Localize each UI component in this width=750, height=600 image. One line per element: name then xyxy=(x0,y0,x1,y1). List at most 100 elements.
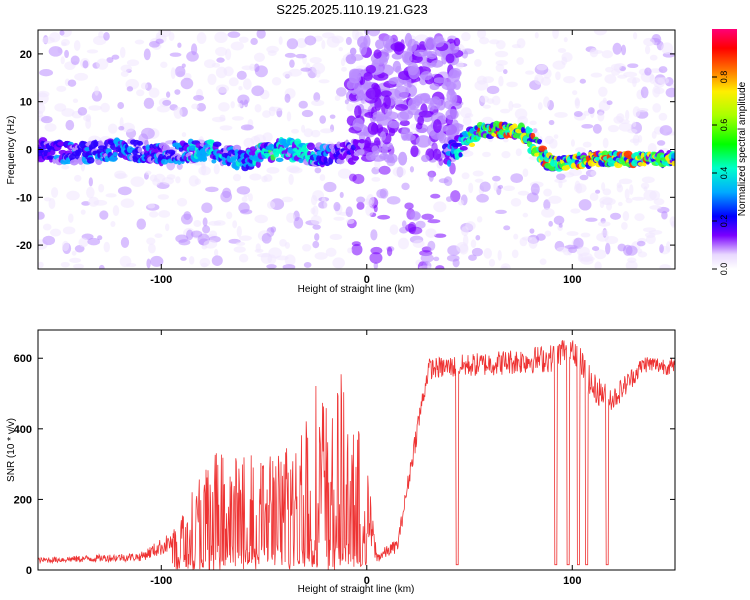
spectrogram-noise-blob xyxy=(471,247,483,257)
spectrogram-burst-blob xyxy=(445,124,460,138)
spectrogram-noise-blob xyxy=(176,162,183,170)
spectrogram-noise-blob xyxy=(81,201,91,206)
spectrogram-noise-blob xyxy=(222,187,232,199)
spectrogram-ridge-cell xyxy=(446,159,452,167)
spectrogram-burst-blob xyxy=(388,77,399,85)
spectrogram-noise-blob xyxy=(632,121,637,128)
spectrogram-noise-blob xyxy=(659,125,673,136)
spectrogram-noise-blob xyxy=(232,220,238,229)
spectrogram-ridge-cell xyxy=(200,155,208,162)
spectrogram-burst-blob xyxy=(445,108,459,121)
snr-panel: -100 0 100 0 200 400 600 Height of straight l… xyxy=(6,329,676,595)
spectrogram-burst-blob xyxy=(348,92,359,102)
spectrogram-noise-blob xyxy=(602,197,616,206)
spectrogram-noise-blob xyxy=(593,30,608,36)
spectrogram-y-tick-label: -10 xyxy=(16,192,32,204)
spectrogram-noise-blob xyxy=(492,175,501,182)
spectrogram-noise-blob xyxy=(51,187,59,198)
spectrogram-noise-blob xyxy=(166,91,171,98)
spectrogram-noise-blob xyxy=(647,143,657,154)
spectrogram-noise-blob xyxy=(143,48,151,61)
spectrogram-noise-blob xyxy=(401,220,407,228)
spectrogram-noise-blob xyxy=(478,37,490,45)
spectrogram-noise-blob xyxy=(438,158,444,166)
spectrogram-noise-blob xyxy=(553,134,559,139)
spectrogram-noise-blob xyxy=(78,237,89,248)
spectrogram-noise-blob xyxy=(164,223,170,232)
spectrogram-noise-blob xyxy=(300,67,311,72)
spectrogram-noise-blob xyxy=(263,174,273,182)
spectrogram-noise-blob xyxy=(501,265,509,269)
spectrogram-noise-blob xyxy=(86,49,99,54)
spectrogram-burst-blob xyxy=(429,96,442,110)
spectrogram-noise-blob xyxy=(150,255,164,267)
spectrogram-noise-blob xyxy=(602,188,612,196)
spectrogram-noise-blob xyxy=(412,239,425,248)
spectrogram-noise-blob xyxy=(580,232,591,238)
spectrogram-noise-blob xyxy=(117,101,125,110)
spectrogram-noise-blob xyxy=(67,79,77,87)
spectrogram-noise-blob xyxy=(296,38,308,49)
spectrogram-noise-blob xyxy=(218,102,230,112)
spectrogram-noise-blob xyxy=(148,41,160,48)
spectrogram-ridge-cell xyxy=(136,140,144,146)
spectrogram-noise-blob xyxy=(207,73,217,86)
spectrogram-y-tick-label: 0 xyxy=(26,145,32,157)
spectrogram-noise-blob xyxy=(627,63,639,69)
spectrogram-noise-blob xyxy=(162,99,172,106)
spectrogram-noise-blob xyxy=(214,249,219,257)
spectrogram-burst-blob xyxy=(430,59,444,68)
spectrogram-noise-blob xyxy=(148,243,156,254)
spectrogram-noise-blob xyxy=(621,221,628,230)
spectrogram-noise-blob xyxy=(62,226,76,235)
spectrogram-noise-blob xyxy=(295,53,307,59)
spectrogram-noise-blob xyxy=(602,137,609,149)
spectrogram-noise-blob xyxy=(262,110,271,118)
spectrogram-noise-blob xyxy=(563,75,576,84)
spectrogram-noise-blob xyxy=(409,166,415,173)
spectrogram-noise-blob xyxy=(532,127,538,134)
spectrogram-noise-blob xyxy=(97,235,103,241)
spectrogram-noise-blob xyxy=(43,197,52,202)
spectrogram-noise-blob xyxy=(579,174,589,181)
spectrogram-noise-blob xyxy=(543,188,552,197)
spectrogram-noise-blob xyxy=(313,92,321,102)
spectrogram-noise-blob xyxy=(88,177,93,187)
spectrogram-noise-blob xyxy=(100,102,110,113)
spectrogram-noise-blob xyxy=(321,40,326,50)
spectrogram-noise-blob xyxy=(617,201,623,207)
spectrogram-noise-blob xyxy=(92,35,107,46)
spectrogram-noise-blob xyxy=(625,197,633,204)
spectrogram-noise-blob xyxy=(476,193,489,203)
spectrogram-burst-blob xyxy=(433,77,447,84)
spectrogram-noise-blob xyxy=(334,95,341,102)
spectrogram-noise-blob xyxy=(174,89,181,95)
spectrogram-noise-blob xyxy=(519,237,528,247)
spectrogram-noise-blob xyxy=(42,235,56,246)
spectrogram-noise-blob xyxy=(236,186,251,195)
spectrogram-cloud xyxy=(38,30,675,269)
spectrogram-noise-blob xyxy=(652,103,662,113)
spectrogram-noise-blob xyxy=(169,52,182,57)
spectrogram-noise-blob xyxy=(289,59,295,68)
spectrogram-noise-blob xyxy=(146,258,151,269)
spectrogram-burst-blob xyxy=(363,34,371,49)
spectrogram-noise-blob xyxy=(632,134,640,146)
spectrogram-noise-blob xyxy=(61,108,75,117)
colorbar-label: Normalized spectral amplitude xyxy=(737,81,748,216)
spectrogram-noise-blob xyxy=(376,189,387,199)
spectrogram-noise-blob xyxy=(196,102,207,112)
spectrogram-noise-blob xyxy=(126,59,140,67)
spectrogram-ridge-cell xyxy=(211,159,217,164)
spectrogram-noise-blob xyxy=(196,32,207,44)
spectrogram-burst-blob xyxy=(388,127,396,137)
spectrogram-burst-blob xyxy=(345,54,357,65)
spectrogram-noise-blob xyxy=(335,87,347,97)
spectrogram-noise-blob xyxy=(121,122,135,133)
spectrogram-noise-blob xyxy=(88,105,102,111)
spectrogram-noise-blob xyxy=(148,87,160,98)
spectrogram-noise-blob xyxy=(488,258,496,267)
spectrogram-noise-blob xyxy=(433,201,447,213)
snr-series-line xyxy=(38,340,675,570)
spectrogram-noise-blob xyxy=(249,173,262,181)
